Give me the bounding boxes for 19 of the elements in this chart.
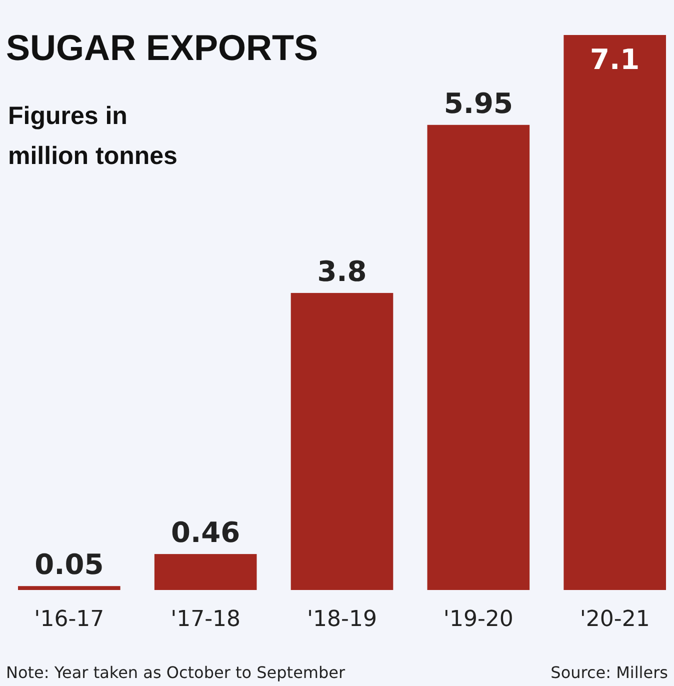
- data-label: 3.8: [317, 254, 367, 288]
- data-label: 5.95: [444, 86, 513, 120]
- data-label: 0.05: [34, 548, 104, 582]
- x-tick-label: '16-17: [34, 607, 104, 632]
- x-tick-label: '17-18: [170, 607, 241, 632]
- bar: [18, 586, 120, 590]
- data-label: 0.46: [171, 516, 240, 550]
- data-label: 7.1: [590, 43, 640, 76]
- x-tick-label: '18-19: [307, 607, 377, 632]
- text: Note: Year taken as October to September: [6, 663, 346, 682]
- chart-title: SUGAR EXPORTS: [6, 27, 318, 68]
- bar: [290, 292, 394, 590]
- x-tick-label: '19-20: [443, 607, 514, 632]
- x-tick-label: '20-21: [580, 607, 650, 632]
- bar: [427, 124, 530, 590]
- bar: [564, 35, 666, 590]
- bar: [154, 554, 257, 590]
- source-note: Source: Millers: [550, 663, 668, 682]
- text: Figures in million tonnes: [8, 102, 178, 170]
